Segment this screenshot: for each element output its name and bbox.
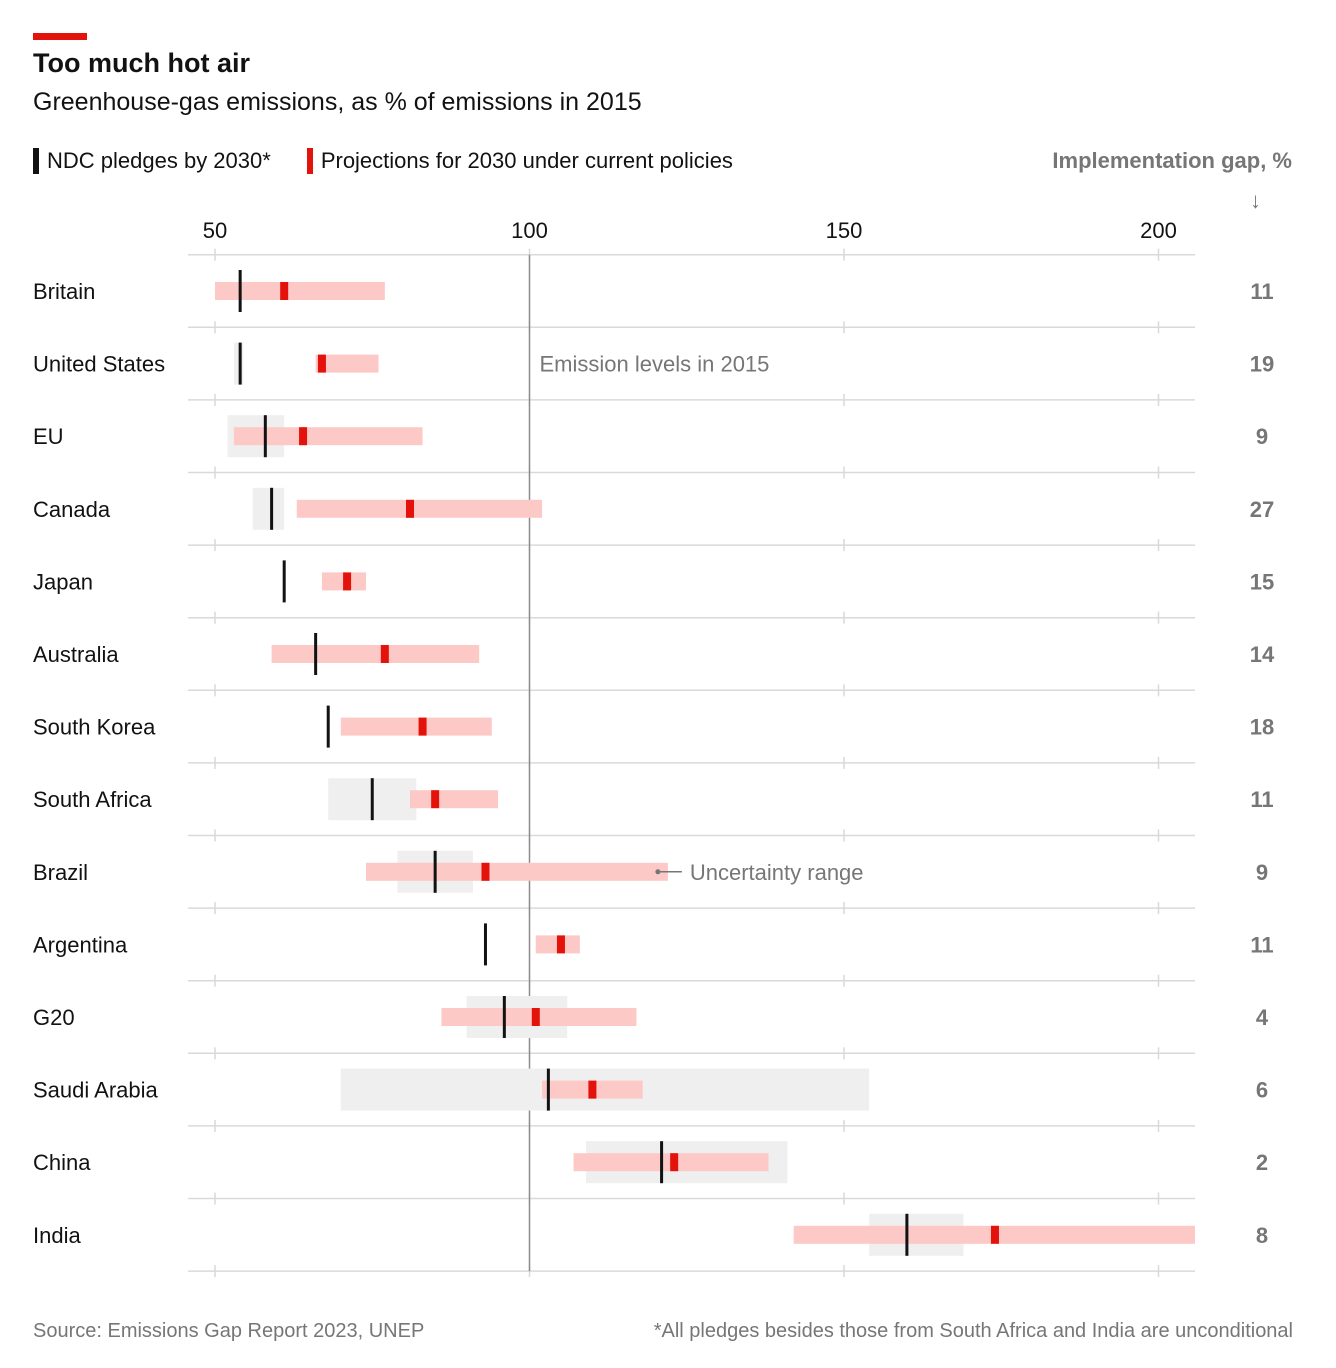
projection-marker [343,572,352,591]
projection-marker [299,427,308,446]
projection-range-bar [296,499,543,518]
implementation-gap-header: Implementation gap, % [1052,148,1292,173]
country-label: Australia [33,642,119,667]
footnote: *All pledges besides those from South Af… [653,1320,1293,1342]
pledge-range-bar [252,487,285,530]
projection-marker [280,282,289,300]
projection-range-bar [233,427,423,446]
country-label: Britain [33,279,95,304]
projection-marker [481,862,490,881]
source-note: Source: Emissions Gap Report 2023, UNEP [33,1320,425,1342]
projection-range-bar [215,282,385,300]
projection-range-bar [365,862,668,881]
projection-marker [418,717,427,736]
pledge-marker [502,996,506,1038]
pledge-marker [483,923,487,966]
country-label: United States [33,352,165,377]
arrow-down-icon: ↓ [1250,188,1261,213]
legend-swatch-projection [306,148,313,174]
gap-value: 9 [1256,860,1268,885]
pledge-marker [238,270,242,312]
x-tick-label: 200 [1140,218,1177,243]
x-tick-label: 100 [511,218,548,243]
country-label: South Africa [33,787,152,812]
gap-value: 19 [1250,352,1274,377]
country-label: China [33,1150,91,1175]
pledge-marker [326,705,330,748]
pledge-marker [270,487,274,530]
country-label: South Korea [33,715,156,740]
chart-subtitle: Greenhouse-gas emissions, as % of emissi… [33,88,642,116]
projection-range-bar [315,354,379,373]
pledge-marker [433,850,437,893]
country-label: EU [33,424,64,449]
country-label: Japan [33,569,93,594]
pledge-marker [905,1213,909,1256]
gap-value: 27 [1250,497,1274,522]
legend-label-pledge: NDC pledges by 2030* [47,148,271,173]
reference-line-label: Emission levels in 2015 [540,352,770,377]
legend-item-pledge: NDC pledges by 2030* [33,148,271,174]
projection-marker [990,1225,999,1244]
pledge-marker [238,342,242,385]
legend-swatch-pledge [33,148,39,174]
pledge-marker [314,633,318,675]
legend: NDC pledges by 2030* Projections for 203… [33,148,769,174]
projection-range-bar [271,645,480,663]
country-label: Canada [33,497,111,522]
projection-marker [405,499,414,518]
country-label: Argentina [33,932,128,957]
projection-marker [670,1153,679,1172]
pledge-marker [546,1068,550,1111]
pledge-marker [282,560,286,603]
projection-marker [317,354,326,373]
uncertainty-range-label: Uncertainty range [690,860,864,885]
projection-marker [380,645,389,663]
gap-value: 11 [1250,279,1273,304]
projection-range-bar [409,790,499,809]
gap-value: 18 [1250,715,1274,740]
pledge-range-bar [233,342,244,385]
gap-value: 6 [1256,1078,1268,1103]
range-chart: 50 100 150 200 Emission levels in 2015 Britai… [33,218,1275,1278]
pledge-marker [660,1141,664,1184]
x-tick-label: 150 [826,218,863,243]
gap-value: 11 [1250,932,1273,957]
accent-bar [33,33,87,40]
x-tick-label: 50 [203,218,227,243]
gap-value: 14 [1250,642,1275,667]
gap-value: 8 [1256,1223,1268,1248]
projection-marker [431,790,440,809]
pledge-marker [263,415,267,458]
gap-value: 4 [1256,1005,1269,1030]
legend-label-projection: Projections for 2030 under current polic… [320,148,733,173]
country-label: India [33,1223,81,1248]
gap-value: 9 [1256,424,1268,449]
projection-marker [556,935,565,954]
pledge-marker [370,778,374,821]
country-label: Brazil [33,860,88,885]
projection-marker [531,1008,540,1026]
gap-value: 11 [1250,787,1273,812]
projection-range-bar [340,717,492,736]
legend-item-projection: Projections for 2030 under current polic… [306,148,733,174]
projection-marker [588,1080,597,1099]
gap-value: 2 [1256,1150,1268,1175]
country-label: G20 [33,1005,75,1030]
gap-value: 15 [1250,569,1274,594]
chart-title: Too much hot air [33,48,250,78]
country-label: Saudi Arabia [33,1078,159,1103]
